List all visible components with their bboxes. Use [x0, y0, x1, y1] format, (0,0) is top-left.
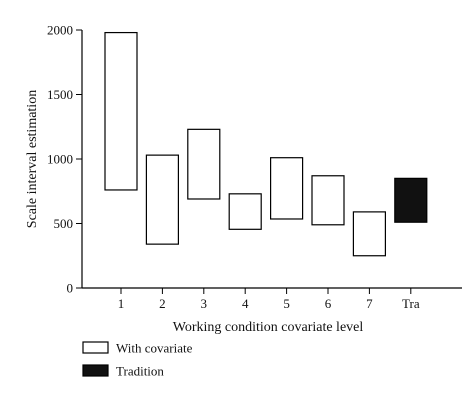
legend-label: With covariate [116, 341, 193, 356]
bars [104, 31, 428, 257]
x-axis: 1 2 3 4 5 6 7 Tra [82, 287, 462, 311]
x-tick-label: 3 [201, 296, 208, 311]
y-tick-label: 2000 [47, 23, 73, 38]
y-tick-label: 1000 [47, 152, 73, 167]
x-tick-label: 4 [242, 296, 249, 311]
bar-1 [104, 31, 138, 191]
x-tick-label: 2 [159, 296, 166, 311]
legend: With covariate Tradition [82, 341, 193, 379]
bar-7 [352, 211, 386, 257]
y-axis-title: Scale interval estimation [25, 90, 40, 228]
legend-swatch [82, 341, 109, 354]
y-axis: 0 500 1000 1500 2000 [47, 23, 83, 296]
y-tick-label: 500 [54, 216, 74, 231]
bar-2 [145, 154, 179, 245]
bar-3 [187, 128, 221, 200]
bar-4 [228, 193, 262, 230]
x-tick-label: 5 [283, 296, 290, 311]
y-tick-label: 0 [67, 281, 74, 296]
x-tick-label: Tra [402, 296, 420, 311]
legend-swatch [82, 364, 109, 377]
y-tick-label: 1500 [47, 87, 73, 102]
x-tick-label: 6 [325, 296, 332, 311]
bar-6 [311, 175, 345, 226]
x-tick-label: 1 [118, 296, 125, 311]
bar-Tra [394, 177, 428, 223]
x-axis-title: Working condition covariate level [173, 320, 364, 335]
x-tick-label: 7 [366, 296, 373, 311]
legend-label: Tradition [116, 364, 164, 379]
bar-5 [270, 157, 304, 220]
